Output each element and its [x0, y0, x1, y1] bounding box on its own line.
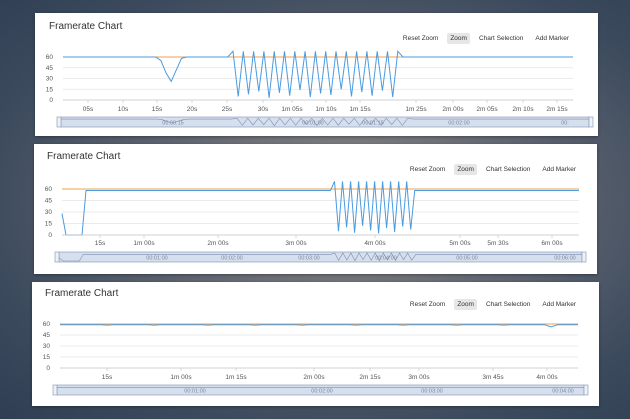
y-tick-label: 45	[45, 198, 53, 205]
navigator-time-label: 00:01:00	[146, 256, 167, 262]
x-tick-label: 1m 00s	[170, 374, 192, 381]
framerate-line-chart[interactable]: 0 15 30 45 60 15s 1m 00s 1m 15s 2m 00s 2m 15s 3m 0…	[32, 282, 599, 406]
navigator-time-label: 00:02:00	[448, 121, 469, 127]
x-tick-label: 2m 00s	[207, 240, 229, 247]
chart-title: Framerate Chart	[47, 151, 121, 162]
framerate-series-line	[61, 181, 579, 236]
x-tick-label: 1m 10s	[315, 106, 337, 113]
navigator-time-label: 00:01:15	[362, 121, 383, 127]
x-tick-label: 6m 00s	[541, 240, 563, 247]
x-tick-label: 10s	[118, 106, 129, 113]
framerate-chart-panel-1: Framerate Chart Reset Zoom Zoom Chart Se…	[35, 13, 598, 136]
y-tick-label: 60	[45, 186, 53, 193]
navigator-mini-series	[61, 117, 589, 127]
y-tick-label: 30	[45, 209, 53, 216]
x-tick-label: 1m 25s	[405, 106, 427, 113]
navigator-time-label: 00:05:00	[456, 256, 477, 262]
navigator-time-label: 00:02:00	[221, 256, 242, 262]
add-marker-button[interactable]: Add Marker	[535, 35, 569, 42]
navigator-time-label: 00:	[561, 121, 569, 127]
x-tick-label: 15s	[102, 374, 113, 381]
x-tick-label: 2m 00s	[303, 374, 325, 381]
navigator-time-label: 00:01:00	[184, 389, 205, 395]
navigator-time-label: 00:00:15	[162, 121, 183, 127]
x-tick-label: 4m 00s	[536, 374, 558, 381]
y-tick-label: 30	[46, 76, 54, 83]
x-tick-label: 2m 00s	[442, 106, 464, 113]
x-tick-label: 3m 00s	[408, 374, 430, 381]
zoom-button[interactable]: Zoom	[454, 164, 477, 175]
y-tick-label: 60	[43, 321, 51, 328]
x-tick-label: 25s	[222, 106, 233, 113]
framerate-series-line	[60, 324, 578, 328]
navigator-time-label: 00:03:00	[298, 256, 319, 262]
reset-zoom-button[interactable]: Reset Zoom	[402, 35, 439, 42]
y-tick-label: 0	[49, 97, 53, 104]
add-marker-button[interactable]: Add Marker	[542, 166, 576, 173]
x-tick-label: 15s	[95, 240, 106, 247]
chart-selection-button[interactable]: Chart Selection	[485, 301, 531, 308]
x-tick-label: 3m 45s	[482, 374, 504, 381]
navigator-time-label: 00:04:00	[375, 256, 396, 262]
framerate-chart-panel-3: Framerate Chart Reset Zoom Zoom Chart Se…	[32, 282, 599, 406]
reset-zoom-button[interactable]: Reset Zoom	[409, 166, 446, 173]
x-tick-label: 5m 00s	[449, 240, 471, 247]
y-tick-label: 45	[43, 332, 51, 339]
navigator-time-label: 00:06:00	[554, 256, 575, 262]
x-tick-label: 1m 15s	[225, 374, 247, 381]
chart-toolbar: Reset Zoom Zoom Chart Selection Add Mark…	[407, 299, 579, 310]
framerate-line-chart[interactable]: 0 15 30 45 60 05s 10s 15s 20s 25s 30s 1m 05s 1m 10s 1…	[35, 13, 598, 136]
x-tick-label: 20s	[187, 106, 198, 113]
y-tick-label: 0	[46, 365, 50, 372]
navigator-right-handle	[581, 251, 587, 263]
y-tick-label: 45	[46, 65, 54, 72]
chart-title: Framerate Chart	[45, 288, 119, 299]
add-marker-button[interactable]: Add Marker	[542, 301, 576, 308]
framerate-chart-panel-2: Framerate Chart Reset Zoom Zoom Chart Se…	[34, 144, 597, 274]
chart-selection-button[interactable]: Chart Selection	[485, 166, 531, 173]
y-tick-label: 60	[46, 54, 54, 61]
x-tick-label: 4m 00s	[364, 240, 386, 247]
x-tick-label: 15s	[152, 106, 163, 113]
navigator-left-handle	[54, 251, 60, 263]
x-tick-label: 1m 05s	[281, 106, 303, 113]
x-tick-label: 2m 10s	[512, 106, 534, 113]
x-tick-label: 3m 00s	[285, 240, 307, 247]
range-navigator	[58, 251, 583, 263]
chart-title: Framerate Chart	[49, 21, 123, 32]
navigator-time-label: 00:01:00	[302, 121, 323, 127]
y-tick-label: 15	[43, 354, 51, 361]
navigator-time-label: 00:02:00	[311, 389, 332, 395]
navigator-time-label: 00:03:00	[421, 389, 442, 395]
y-tick-label: 15	[46, 86, 54, 93]
x-tick-label: 1m 00s	[133, 240, 155, 247]
x-tick-label: 05s	[83, 106, 94, 113]
navigator-left-handle	[56, 116, 62, 128]
navigator-time-label: 00:04:00	[552, 389, 573, 395]
y-tick-label: 15	[45, 221, 53, 228]
chart-selection-button[interactable]: Chart Selection	[478, 35, 524, 42]
framerate-line-chart[interactable]: 0 15 30 45 60 15s 1m 00s 2m 00s 3m 00s 4m 00s 5m 0…	[34, 144, 597, 274]
x-tick-label: 2m 15s	[546, 106, 568, 113]
x-tick-label: 2m 05s	[476, 106, 498, 113]
zoom-button[interactable]: Zoom	[447, 33, 470, 44]
navigator-right-handle	[588, 116, 594, 128]
navigator-mini-series	[58, 252, 582, 262]
x-tick-label: 30s	[258, 106, 269, 113]
x-tick-label: 2m 15s	[359, 374, 381, 381]
zoom-button[interactable]: Zoom	[454, 299, 477, 310]
reset-zoom-button[interactable]: Reset Zoom	[409, 301, 446, 308]
framerate-series-line	[63, 50, 573, 98]
navigator-right-handle	[583, 384, 589, 396]
chart-toolbar: Reset Zoom Zoom Chart Selection Add Mark…	[407, 164, 579, 175]
navigator-left-handle	[52, 384, 58, 396]
chart-toolbar: Reset Zoom Zoom Chart Selection Add Mark…	[400, 33, 572, 44]
x-tick-label: 5m 30s	[487, 240, 509, 247]
y-tick-label: 0	[48, 232, 52, 239]
y-tick-label: 30	[43, 343, 51, 350]
x-tick-label: 1m 15s	[349, 106, 371, 113]
